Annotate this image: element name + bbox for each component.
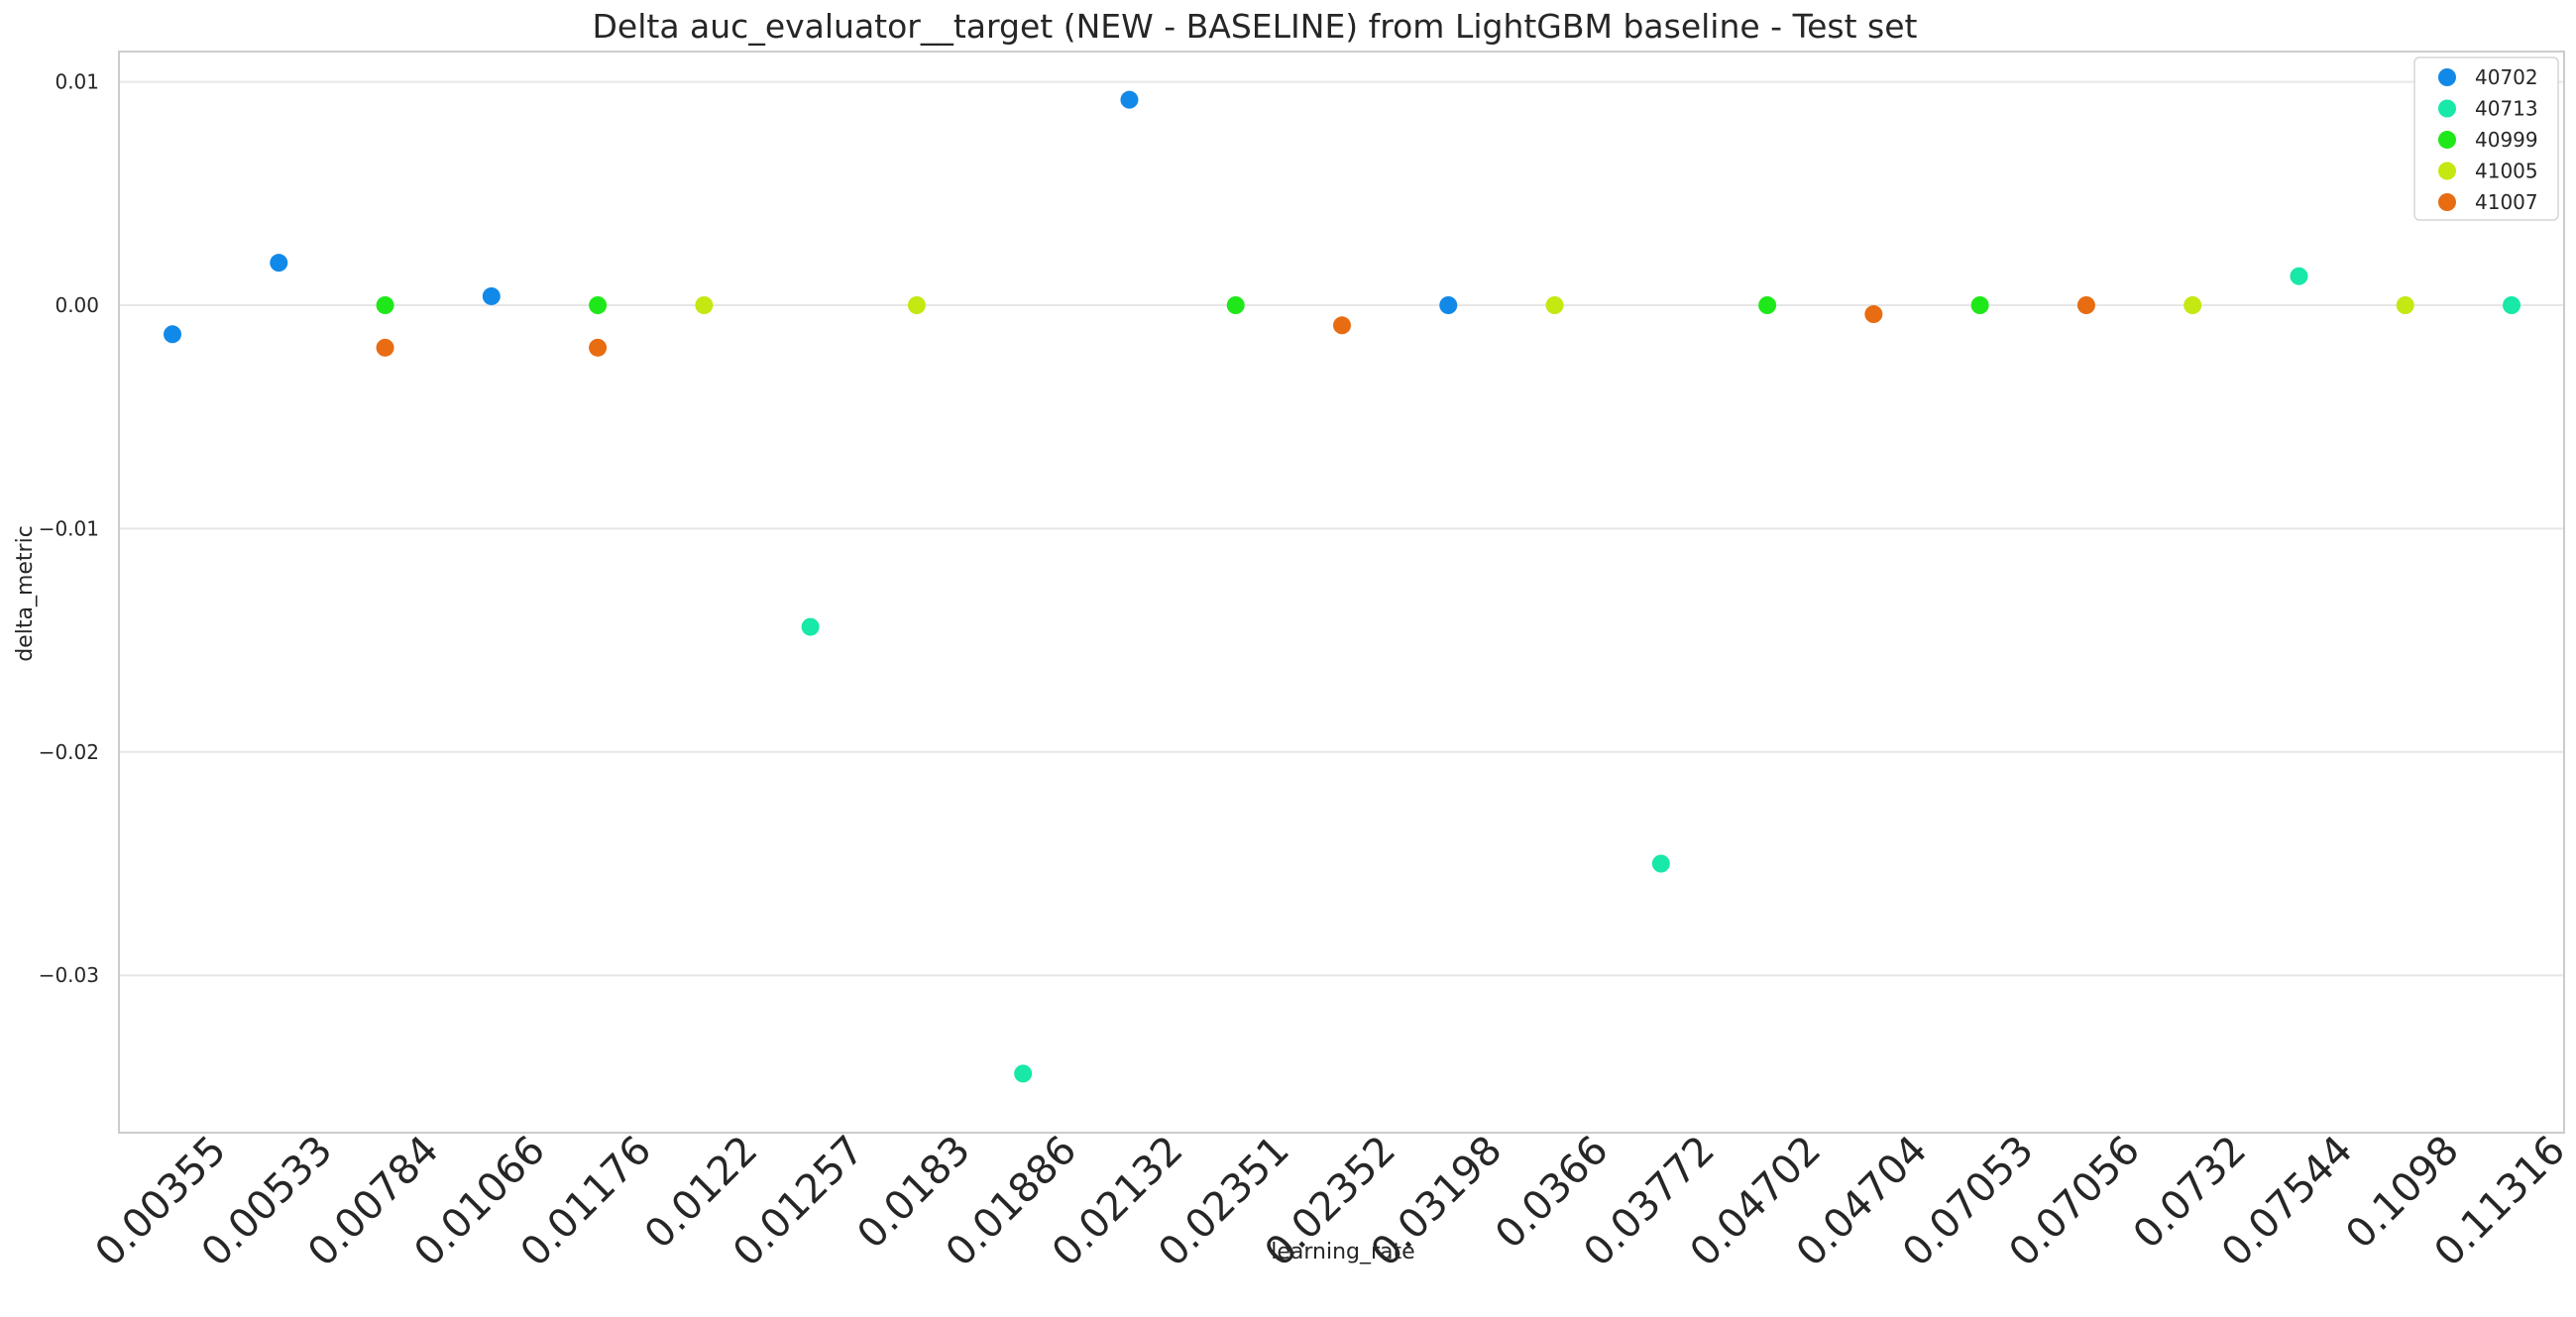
legend-label-40999: 40999 bbox=[2475, 128, 2538, 152]
y-tick-label: 0.01 bbox=[55, 70, 99, 94]
legend-marker-41007 bbox=[2438, 193, 2456, 211]
legend-label-40702: 40702 bbox=[2475, 65, 2538, 89]
x-axis-label: learning_rate bbox=[1271, 1240, 1414, 1264]
legend-label-41007: 41007 bbox=[2475, 190, 2538, 214]
legend-label-41005: 41005 bbox=[2475, 160, 2538, 183]
y-tick-label: 0.00 bbox=[55, 293, 99, 317]
data-point-40999 bbox=[1758, 296, 1777, 314]
legend: 40702 40713 40999 41005 41007 bbox=[2413, 56, 2559, 221]
data-point-40713 bbox=[2290, 267, 2308, 285]
data-point-40713 bbox=[2503, 296, 2520, 314]
legend-marker-40713 bbox=[2438, 99, 2456, 118]
data-point-41007 bbox=[2076, 296, 2095, 314]
legend-box bbox=[2413, 56, 2559, 221]
data-point-40702 bbox=[482, 286, 501, 305]
data-point-41007 bbox=[376, 338, 394, 357]
y-tick-label: −0.03 bbox=[39, 963, 99, 987]
data-point-40999 bbox=[1226, 296, 1245, 314]
legend-marker-41005 bbox=[2438, 162, 2456, 180]
legend-marker-40702 bbox=[2438, 68, 2456, 86]
data-point-41005 bbox=[1545, 296, 1564, 314]
data-point-40702 bbox=[270, 254, 288, 273]
data-point-40713 bbox=[1014, 1064, 1033, 1083]
data-point-40702 bbox=[1120, 90, 1139, 109]
data-point-40702 bbox=[164, 325, 181, 344]
data-point-41007 bbox=[1333, 316, 1351, 335]
data-point-41005 bbox=[2396, 296, 2414, 314]
data-point-40713 bbox=[801, 617, 820, 636]
y-tick-label: −0.01 bbox=[39, 516, 99, 540]
data-point-41005 bbox=[907, 296, 926, 314]
data-point-40999 bbox=[589, 296, 608, 314]
y-tick-label: −0.02 bbox=[39, 740, 99, 764]
legend-marker-40999 bbox=[2438, 131, 2456, 149]
data-point-40702 bbox=[1439, 296, 1458, 314]
y-axis-ticks: 0.01 0.00 −0.01 −0.02 −0.03 bbox=[39, 70, 99, 988]
data-point-40999 bbox=[376, 296, 394, 314]
plot-area-frame bbox=[118, 51, 2565, 1134]
grid-lines bbox=[119, 80, 2564, 977]
chart-title: Delta auc_evaluator__target (NEW - BASEL… bbox=[593, 7, 1918, 46]
legend-label-40713: 40713 bbox=[2475, 97, 2538, 121]
data-points bbox=[164, 90, 2520, 1083]
data-point-41007 bbox=[1864, 305, 1883, 324]
data-point-41005 bbox=[695, 296, 714, 314]
data-point-41005 bbox=[2184, 296, 2202, 314]
data-point-40713 bbox=[1651, 854, 1670, 873]
data-point-40999 bbox=[1970, 296, 1989, 314]
data-point-41007 bbox=[589, 338, 608, 357]
y-axis-label: delta_metric bbox=[13, 525, 38, 662]
